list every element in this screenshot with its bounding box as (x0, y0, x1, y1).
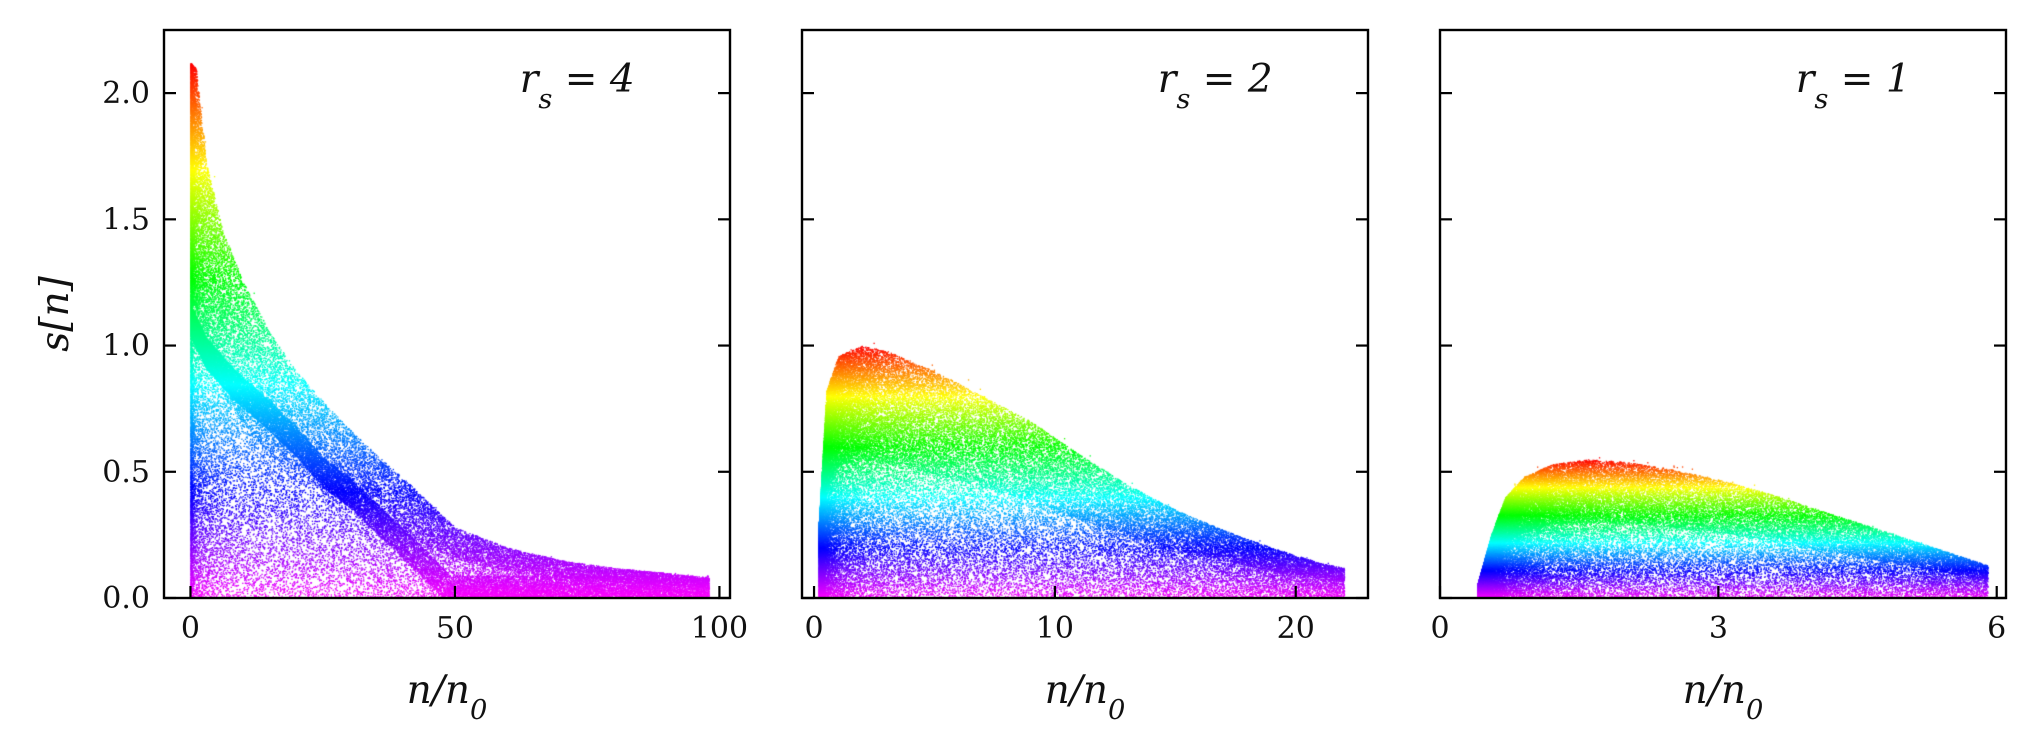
x-tick-label: 0 (181, 611, 200, 646)
y-tick-label: 0.5 (102, 455, 150, 490)
plot-frame (1438, 28, 2008, 600)
scatter-canvas (802, 30, 1368, 598)
x-tick-label: 0 (1430, 611, 1449, 646)
plot-frame (800, 28, 1370, 600)
scatter-points (164, 30, 730, 598)
panel-label: rs = 2 (1158, 57, 1273, 115)
panel-label: rs = 4 (520, 57, 635, 115)
x-tick-label: 6 (1987, 611, 2006, 646)
panel-3: 0 3 6 n/n0 rs = 1 (1430, 28, 2008, 726)
scatter-canvas (1440, 30, 2006, 598)
scatter-points (1440, 30, 2006, 598)
x-axis-label: n/n0 (1045, 668, 1126, 726)
x-tick-label: 3 (1709, 611, 1728, 646)
panels: 0 50 100 0.0 0.5 1.0 1.5 2.0 n/n0 s[n] rs = 4 0 10 20… (33, 28, 2008, 726)
panel-label: rs = 1 (1796, 57, 1911, 115)
x-tick-label: 10 (1036, 611, 1074, 646)
panel-2: 0 10 20 n/n0 rs = 2 (800, 28, 1370, 726)
scatter-points (802, 30, 1368, 598)
x-axis-label: n/n0 (407, 668, 488, 726)
x-tick-label: 20 (1277, 611, 1315, 646)
plot-frame (162, 28, 732, 600)
x-tick-label: 50 (436, 611, 474, 646)
x-tick-label: 0 (804, 611, 823, 646)
x-tick-label: 100 (691, 611, 748, 646)
y-tick-label: 1.5 (102, 202, 150, 237)
scatter-canvas (164, 30, 730, 598)
y-axis-label: s[n] (33, 275, 78, 351)
y-tick-label: 0.0 (102, 581, 150, 616)
panel-1: 0 50 100 0.0 0.5 1.0 1.5 2.0 n/n0 s[n] rs = 4 (33, 28, 748, 726)
x-axis-label: n/n0 (1683, 668, 1764, 726)
y-tick-label: 2.0 (102, 76, 150, 111)
y-tick-label: 1.0 (102, 329, 150, 364)
